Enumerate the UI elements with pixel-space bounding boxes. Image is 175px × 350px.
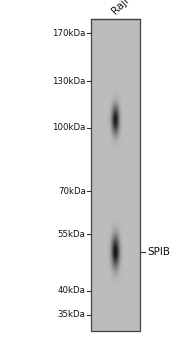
Text: 100kDa: 100kDa (52, 123, 86, 132)
Text: 55kDa: 55kDa (58, 230, 86, 239)
Text: 35kDa: 35kDa (58, 310, 86, 319)
Text: SPIB: SPIB (147, 247, 170, 257)
Text: 170kDa: 170kDa (52, 29, 86, 38)
Text: Raji: Raji (110, 0, 131, 16)
Text: 130kDa: 130kDa (52, 77, 86, 86)
Text: 40kDa: 40kDa (58, 286, 86, 295)
Bar (91, 19, 140, 331)
Bar (91, 19, 140, 331)
Text: 70kDa: 70kDa (58, 187, 86, 196)
